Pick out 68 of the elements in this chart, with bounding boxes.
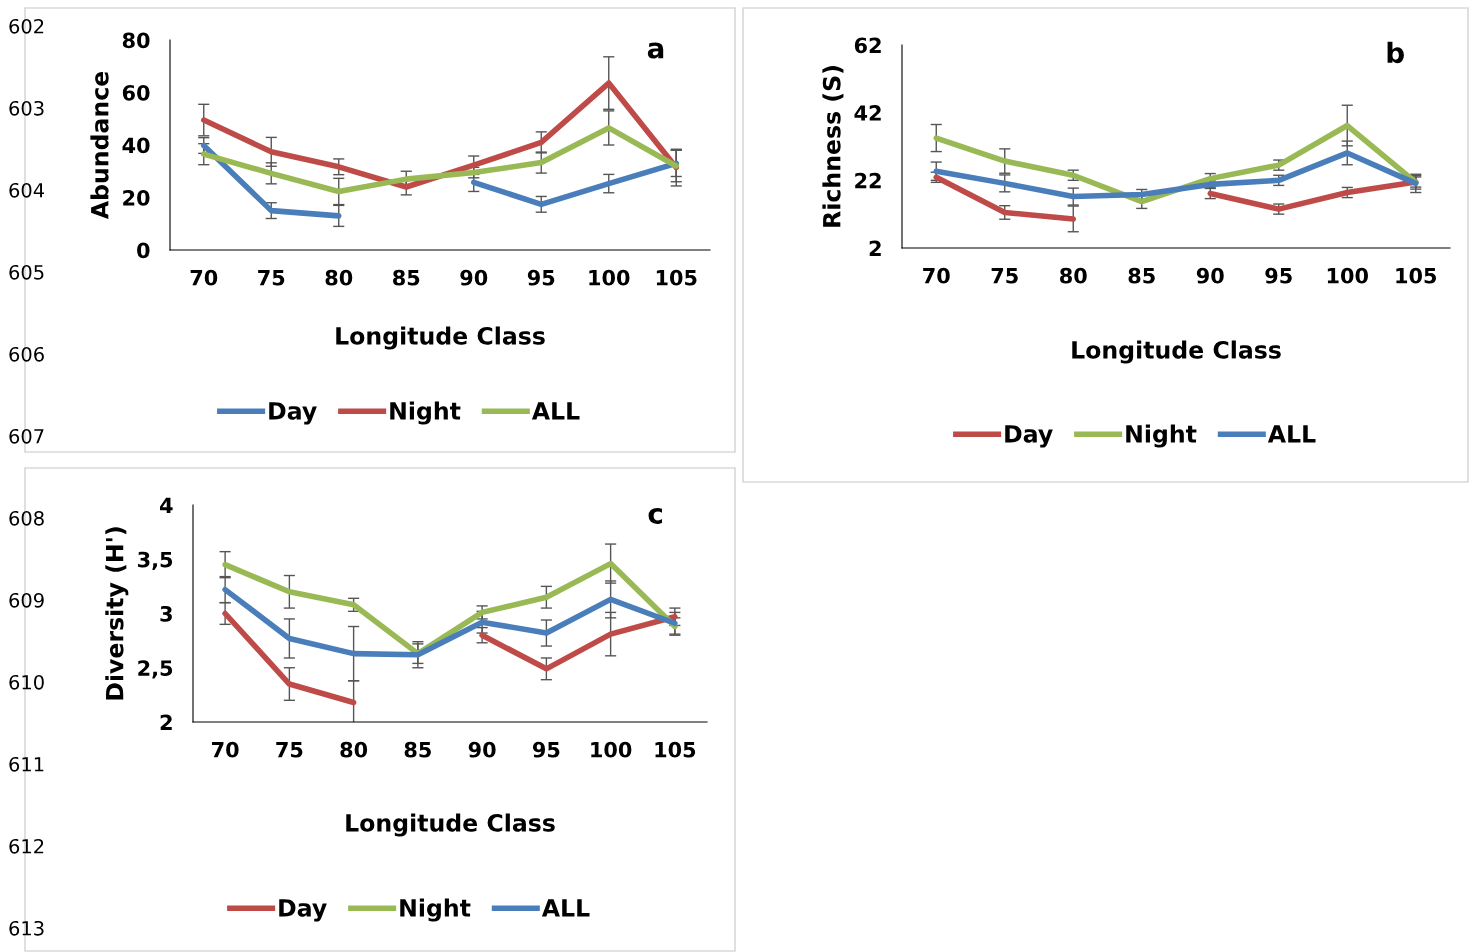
x-axis-title: Longitude Class (1072, 340, 1281, 364)
y-tick-label: 2 (869, 240, 881, 256)
legend-label: ALL (531, 402, 580, 420)
x-tick-label: 75 (276, 742, 303, 758)
x-tick-label: 70 (190, 269, 218, 286)
x-tick-label: 75 (991, 268, 1018, 284)
y-tick-label: 3 (160, 605, 172, 622)
y-tick-label: 4 (160, 497, 173, 513)
x-tick-label: 80 (325, 269, 353, 286)
legend-label: Night (390, 401, 461, 425)
text: 604 (9, 182, 45, 198)
y-tick-label: 40 (122, 137, 150, 154)
x-tick-label: 100 (1327, 267, 1368, 284)
y-axis-title: Richness (S) (822, 66, 844, 227)
x-axis-title: Longitude Class (336, 326, 545, 350)
text: 603 (9, 100, 44, 116)
y-tick-label: 22 (855, 172, 881, 189)
y-tick-label: 62 (854, 37, 881, 54)
legend-label: Night (400, 898, 471, 922)
text: 608 (9, 510, 44, 526)
x-tick-label: 105 (655, 741, 696, 758)
x-tick-label: 70 (923, 267, 950, 284)
text: 612 (9, 838, 44, 854)
y-tick-label: 60 (122, 84, 150, 101)
text: 602 (9, 18, 44, 34)
annotation: c (648, 507, 662, 524)
x-tick-label: 90 (460, 269, 488, 286)
x-tick-label: 95 (532, 741, 560, 758)
text: 609 (9, 592, 44, 608)
text: 607 (9, 428, 44, 444)
x-tick-label: 95 (1265, 267, 1292, 284)
text: 613 (9, 920, 44, 936)
text: 606 (9, 346, 44, 362)
x-axis-title: Longitude Class (346, 813, 555, 837)
x-tick-label: 80 (340, 741, 368, 758)
legend-label: ALL (1267, 425, 1316, 443)
x-tick-label: 100 (591, 741, 632, 758)
x-tick-label: 100 (589, 269, 630, 286)
x-tick-label: 85 (1128, 267, 1155, 284)
x-tick-label: 85 (404, 741, 431, 758)
x-tick-label: 90 (1196, 267, 1224, 284)
text: 605 (9, 264, 44, 280)
annotation: b (1387, 41, 1404, 64)
text: 610 (9, 674, 44, 690)
x-tick-label: 95 (527, 269, 555, 286)
legend-label: Day (1005, 425, 1053, 448)
y-tick-label: 0 (137, 242, 150, 259)
x-tick-label: 105 (1396, 267, 1437, 284)
legend-label: Day (269, 402, 317, 425)
y-tick-label: 20 (123, 189, 150, 206)
legend-label: Day (279, 899, 327, 922)
y-axis-title: Abundance (90, 71, 109, 220)
x-tick-label: 75 (258, 270, 285, 286)
y-tick-label: 80 (122, 32, 150, 49)
legend-label: Night (1126, 424, 1197, 448)
x-tick-label: 90 (468, 741, 496, 758)
x-tick-label: 70 (212, 741, 239, 758)
x-tick-label: 80 (1060, 267, 1087, 284)
legend-label: ALL (541, 899, 590, 917)
x-tick-label: 105 (656, 269, 697, 286)
text: 611 (9, 756, 44, 772)
annotation: a (647, 42, 664, 59)
y-tick-label: 42 (854, 105, 881, 121)
y-tick-label: 3,5 (138, 551, 173, 571)
y-axis-title: Diversity (H') (105, 527, 129, 700)
y-tick-label: 2 (160, 714, 172, 730)
x-tick-label: 85 (393, 269, 420, 286)
y-tick-label: 2,5 (138, 660, 173, 679)
